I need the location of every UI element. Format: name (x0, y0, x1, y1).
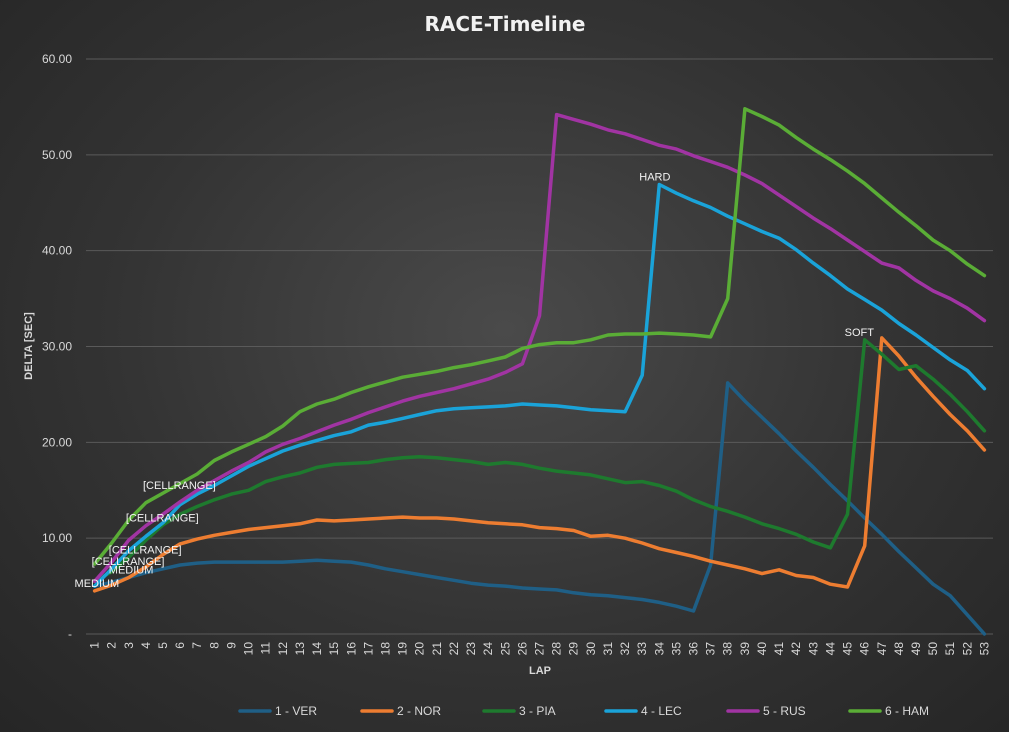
x-tick-label: 38 (721, 642, 735, 656)
x-tick-label: 52 (960, 642, 974, 656)
x-tick-label: 21 (430, 642, 444, 656)
x-tick-label: 12 (276, 642, 290, 656)
legend: 1 - VER 2 - NOR 3 - PIA 4 - LEC 5 - RUS 6 - H… (238, 704, 929, 718)
series-line-pia (92, 338, 987, 584)
x-tick-label: 5 (156, 642, 170, 649)
x-tick-label: 1 (88, 642, 102, 649)
x-tick-label: 6 (173, 642, 187, 649)
legend-label: 4 - LEC (641, 704, 682, 718)
y-axis-ticks: - 10.00 20.00 30.00 40.00 50.00 60.00 (42, 52, 72, 641)
x-tick-label: 27 (533, 642, 547, 656)
y-axis-title: DELTA [SEC] (23, 312, 35, 380)
data-label: [CELLRANGE] (109, 544, 182, 556)
series-line-ver (92, 381, 987, 636)
x-tick-label: 23 (464, 642, 478, 656)
x-tick-label: 45 (841, 642, 855, 656)
legend-label: 6 - HAM (885, 704, 929, 718)
x-tick-label: 8 (207, 642, 221, 649)
x-tick-label: 14 (310, 642, 324, 656)
x-tick-label: 30 (584, 642, 598, 656)
series-line-ham (92, 107, 987, 566)
x-tick-label: 37 (704, 642, 718, 656)
x-tick-label: 53 (977, 642, 991, 656)
x-tick-label: 31 (601, 642, 615, 656)
legend-label: 3 - PIA (519, 704, 556, 718)
x-tick-label: 51 (943, 642, 957, 656)
x-tick-label: 40 (755, 642, 769, 656)
x-tick-label: 9 (224, 642, 238, 649)
x-tick-label: 49 (909, 642, 923, 656)
x-tick-label: 50 (926, 642, 940, 656)
x-tick-label: 11 (259, 642, 273, 655)
x-tick-label: 20 (413, 642, 427, 656)
y-tick-label: 20.00 (42, 435, 72, 449)
x-tick-label: 43 (806, 642, 820, 656)
x-tick-label: 36 (687, 642, 701, 656)
x-tick-label: 10 (242, 642, 256, 656)
x-tick-label: 39 (738, 642, 752, 656)
data-label: SOFT (845, 327, 875, 339)
legend-label: 1 - VER (275, 704, 317, 718)
x-tick-label: 7 (190, 642, 204, 649)
x-tick-label: 35 (669, 642, 683, 656)
x-tick-label: 48 (892, 642, 906, 656)
x-tick-label: 18 (378, 642, 392, 656)
x-tick-label: 19 (396, 642, 410, 656)
x-tick-label: 16 (344, 642, 358, 656)
x-tick-label: 25 (498, 642, 512, 656)
data-label: HARD (639, 172, 670, 184)
data-label: [CELLRANGE] (92, 556, 165, 568)
series-line-lec (92, 182, 987, 588)
chart-title: RACE-Timeline (425, 12, 586, 36)
data-label: [CELLRANGE] (126, 513, 199, 525)
x-tick-label: 24 (481, 642, 495, 656)
x-tick-label: 44 (823, 642, 837, 656)
series-lines (92, 107, 987, 636)
x-tick-label: 46 (858, 642, 872, 656)
y-tick-label: 30.00 (42, 340, 72, 354)
x-tick-label: 32 (618, 642, 632, 656)
x-tick-label: 2 (105, 642, 119, 649)
x-tick-label: 15 (327, 642, 341, 656)
data-label: MEDIUM (75, 578, 120, 590)
series-line-nor (92, 336, 987, 593)
x-tick-label: 4 (139, 642, 153, 649)
series-line-rus (92, 112, 987, 584)
y-tick-label: 50.00 (42, 148, 72, 162)
y-tick-label: 60.00 (42, 52, 72, 66)
x-tick-label: 26 (515, 642, 529, 656)
legend-label: 5 - RUS (763, 704, 806, 718)
x-tick-label: 41 (772, 642, 786, 656)
gridlines (86, 58, 993, 635)
x-axis-ticks: 1 2 3 4 5 6 7 8 9 10 11 12 13 14 15 16 17 18 19 20 21 22 23 24 2… (88, 642, 992, 656)
x-tick-label: 28 (550, 642, 564, 656)
x-tick-label: 42 (789, 642, 803, 656)
data-labels: MEDIUMMEDIUM[CELLRANGE][CELLRANGE][CELLR… (75, 172, 875, 590)
x-tick-label: 13 (293, 642, 307, 656)
x-tick-label: 33 (635, 642, 649, 656)
x-tick-label: 17 (361, 642, 375, 656)
y-tick-label: 10.00 (42, 531, 72, 545)
data-label: MEDIUM (109, 564, 154, 576)
x-axis-title: LAP (529, 665, 551, 677)
y-tick-label: - (68, 627, 72, 641)
x-tick-label: 3 (122, 642, 136, 649)
x-tick-label: 34 (652, 642, 666, 656)
legend-label: 2 - NOR (397, 704, 441, 718)
y-tick-label: 40.00 (42, 244, 72, 258)
data-label: [CELLRANGE] (143, 480, 216, 492)
x-tick-label: 47 (875, 642, 889, 656)
x-tick-label: 22 (447, 642, 461, 656)
x-tick-label: 29 (567, 642, 581, 656)
